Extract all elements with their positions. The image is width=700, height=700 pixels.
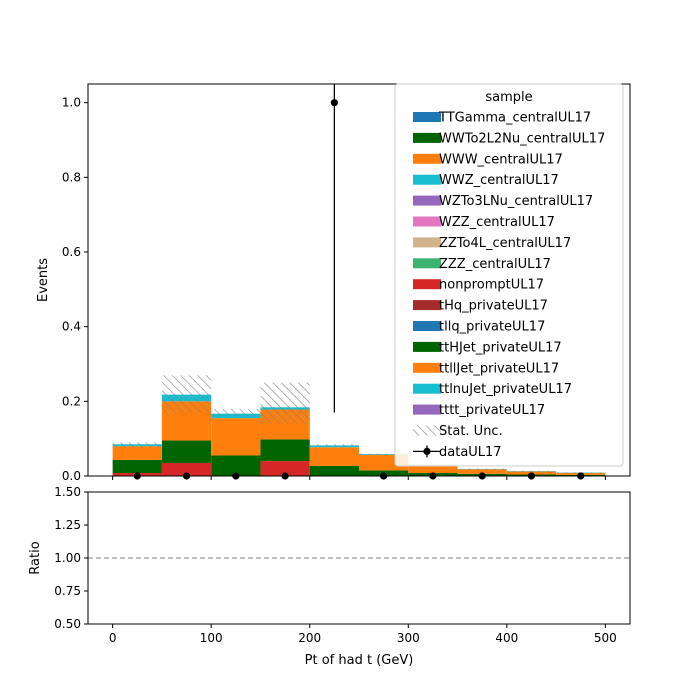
bar-ttHJet_privateUL17-bin-1 bbox=[161, 440, 212, 463]
bar-ttllJet_privateUL17-bin-6 bbox=[408, 464, 458, 474]
main-y-tick-label-3: 0.6 bbox=[62, 245, 81, 259]
ratio-y-axis-label: Ratio bbox=[28, 541, 43, 574]
legend-label-WWW_centralUL17: WWW_centralUL17 bbox=[439, 152, 563, 167]
ratio-plot: 0.50 0.75 1.00 1.25 1.50 0 100 200 300 400 500 Ra… bbox=[28, 485, 631, 668]
main-x-ticks bbox=[112, 476, 606, 480]
legend-swatch-nonpromptUL17 bbox=[413, 279, 441, 290]
ratio-x-tick-label-4: 400 bbox=[495, 631, 518, 645]
stat-unc-bin-7 bbox=[457, 468, 507, 470]
ratio-x-tick-label-2: 200 bbox=[298, 631, 321, 645]
legend-title: sample bbox=[485, 90, 532, 105]
bar-nonpromptUL17-bin-1 bbox=[161, 462, 212, 476]
legend-swatch-tttt_privateUL17 bbox=[413, 404, 441, 415]
legend-label-WZTo3LNu_centralUL17: WZTo3LNu_centralUL17 bbox=[439, 194, 593, 209]
ratio-y-tick-label-3: 1.25 bbox=[54, 518, 81, 532]
ratio-y-tick-label-0: 0.50 bbox=[54, 617, 81, 631]
legend-swatch-WZTo3LNu_centralUL17 bbox=[413, 195, 441, 206]
stat-unc-bin-0 bbox=[112, 442, 162, 448]
main-y-axis-label: Events bbox=[36, 258, 51, 302]
legend-label-ZZTo4L_centralUL17: ZZTo4L_centralUL17 bbox=[439, 236, 571, 251]
legend-swatch-WWTo2L2Nu_centralUL17 bbox=[413, 132, 441, 143]
legend-items: TTGamma_centralUL17 WWTo2L2Nu_centralUL17… bbox=[413, 111, 605, 460]
main-plot-frame bbox=[87, 83, 631, 477]
legend-swatch-WZZ_centralUL17 bbox=[413, 216, 441, 227]
legend-swatch-stat-unc bbox=[413, 425, 441, 436]
legend-swatch-TTGamma_centralUL17 bbox=[413, 112, 441, 122]
legend-label-tHq_privateUL17: tHq_privateUL17 bbox=[439, 299, 548, 314]
legend-label-tllq_privateUL17: tllq_privateUL17 bbox=[439, 320, 545, 335]
stat-unc-bin-3 bbox=[260, 382, 310, 424]
bar-ttllJet_privateUL17-bin-0 bbox=[112, 446, 162, 460]
x-axis-label: Pt of had t (GeV) bbox=[305, 653, 414, 668]
legend-label-ttllJet_privateUL17: ttllJet_privateUL17 bbox=[439, 361, 559, 376]
legend-swatch-ZZZ_centralUL17 bbox=[413, 258, 441, 269]
bar-ttHJet_privateUL17-bin-2 bbox=[211, 455, 261, 476]
legend-label-ttlnuJet_privateUL17: ttlnuJet_privateUL17 bbox=[439, 382, 572, 397]
bar-ttllJet_privateUL17-bin-4 bbox=[309, 447, 359, 466]
legend-swatch-tllq_privateUL17 bbox=[413, 321, 441, 331]
stat-uncertainty-band bbox=[112, 375, 606, 474]
ratio-y-tick-label-1: 0.75 bbox=[54, 584, 81, 598]
bar-ttllJet_privateUL17-bin-7 bbox=[457, 469, 507, 474]
legend-label-TTGamma_centralUL17: TTGamma_centralUL17 bbox=[438, 111, 591, 126]
main-y-tick-label-1: 0.2 bbox=[62, 394, 81, 408]
legend-label-Stat. Unc.: Stat. Unc. bbox=[439, 424, 503, 439]
main-y-ticks: 0.0 0.2 0.4 0.6 0.8 1.0 bbox=[62, 96, 88, 483]
legend-swatch-WWW_centralUL17 bbox=[413, 153, 441, 164]
legend-label-ttHJet_privateUL17: ttHJet_privateUL17 bbox=[439, 340, 562, 355]
ratio-x-ticks: 0 100 200 300 400 500 bbox=[109, 624, 617, 645]
stat-unc-bin-8 bbox=[506, 470, 557, 472]
legend-box bbox=[394, 83, 624, 467]
legend-swatch-ttllJet_privateUL17 bbox=[413, 362, 441, 373]
ratio-x-tick-label-1: 100 bbox=[200, 631, 223, 645]
main-y-tick-label-4: 0.8 bbox=[62, 170, 81, 184]
ratio-x-tick-label-0: 0 bbox=[109, 631, 117, 645]
legend-label-nonpromptUL17: nonpromptUL17 bbox=[439, 278, 544, 293]
stat-unc-bin-5 bbox=[359, 453, 409, 455]
ratio-y-ticks: 0.50 0.75 1.00 1.25 1.50 bbox=[54, 485, 88, 631]
legend-swatch-ttlnuJet_privateUL17 bbox=[413, 383, 441, 394]
main-y-tick-label-5: 1.0 bbox=[62, 96, 81, 110]
legend-label-WWZ_centralUL17: WWZ_centralUL17 bbox=[439, 173, 559, 188]
ratio-x-tick-label-3: 300 bbox=[397, 631, 420, 645]
legend-label-dataUL17: dataUL17 bbox=[439, 445, 502, 460]
data-points bbox=[133, 84, 585, 480]
legend-label-WZZ_centralUL17: WZZ_centralUL17 bbox=[439, 215, 555, 230]
bar-ttHJet_privateUL17-bin-4 bbox=[309, 465, 359, 476]
main-y-tick-label-0: 0.0 bbox=[62, 469, 81, 483]
ratio-x-tick-label-5: 500 bbox=[594, 631, 617, 645]
legend-label-ZZZ_centralUL17: ZZZ_centralUL17 bbox=[439, 257, 551, 272]
bar-ttHJet_privateUL17-bin-3 bbox=[260, 439, 310, 462]
legend-swatch-WWZ_centralUL17 bbox=[413, 174, 441, 185]
stat-unc-bin-2 bbox=[211, 408, 261, 417]
ratio-y-tick-label-2: 1.00 bbox=[54, 551, 81, 565]
ratio-y-tick-label-4: 1.50 bbox=[54, 485, 81, 499]
legend-swatch-ZZTo4L_centralUL17 bbox=[413, 237, 441, 248]
bar-ttHJet_privateUL17-bin-0 bbox=[112, 459, 162, 474]
main-plot: 0.0 0.2 0.4 0.6 0.8 1.0 Events sample TTGamma… bbox=[36, 83, 631, 483]
bar-nonpromptUL17-bin-3 bbox=[260, 461, 310, 476]
legend-label-tttt_privateUL17: tttt_privateUL17 bbox=[439, 403, 545, 418]
legend-swatch-ttHJet_privateUL17 bbox=[413, 341, 441, 352]
main-y-tick-label-2: 0.4 bbox=[62, 320, 81, 334]
legend-swatch-data-marker bbox=[423, 447, 431, 455]
legend: sample TTGamma_centralUL17 WWTo2L2Nu_cent… bbox=[394, 83, 624, 467]
data-point-4 bbox=[330, 99, 338, 107]
stat-unc-bin-4 bbox=[309, 444, 359, 447]
bar-ttllJet_privateUL17-bin-2 bbox=[211, 418, 261, 456]
stat-unc-bin-1 bbox=[161, 375, 212, 413]
legend-swatch-tHq_privateUL17 bbox=[413, 300, 441, 311]
legend-label-WWTo2L2Nu_centralUL17: WWTo2L2Nu_centralUL17 bbox=[439, 131, 605, 146]
